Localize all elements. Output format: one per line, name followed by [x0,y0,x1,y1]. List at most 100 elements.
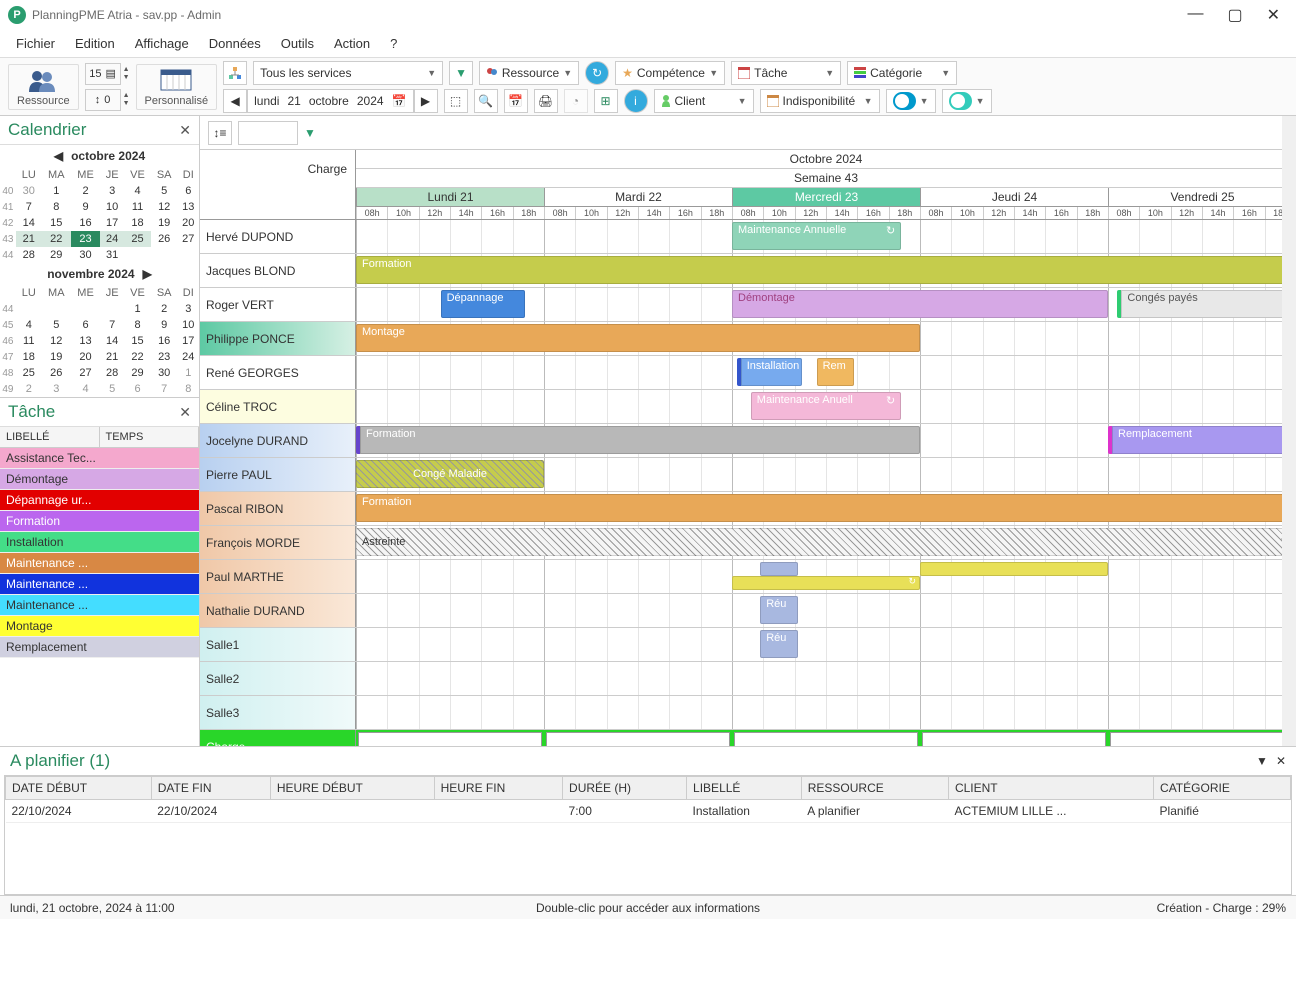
planifier-table[interactable]: DATE DÉBUTDATE FINHEURE DÉBUTHEURE FINDU… [5,776,1291,823]
task-item[interactable]: Installation [0,532,199,553]
task-bar[interactable]: Dépannage [441,290,526,318]
planifier-col[interactable]: DATE DÉBUT [6,777,152,800]
gantt-row[interactable]: Jacques BLONDFormation [200,254,1296,288]
task-item[interactable]: Dépannage ur... [0,490,199,511]
planifier-col[interactable]: HEURE DÉBUT [270,777,434,800]
indispo-dropdown[interactable]: Indisponibilité▼ [760,89,880,113]
gantt-row[interactable]: Salle1Réu [200,628,1296,662]
zoom-icon[interactable]: 🔍 [474,89,498,113]
gantt-search-input[interactable] [238,121,298,145]
task-bar[interactable]: Remplacement [1108,426,1296,454]
menu-données[interactable]: Données [209,36,261,51]
gantt-body[interactable]: Hervé DUPONDMaintenance Annuelle↻Jacques… [200,220,1296,746]
gantt-row[interactable]: Nathalie DURANDRéu [200,594,1296,628]
maximize-button[interactable]: ▢ [1227,5,1242,25]
calendar-november[interactable]: LUMAMEJEVESADI44123454567891046111213141… [0,285,199,397]
planifier-close-icon[interactable]: ✕ [1276,754,1286,768]
prev-day-button[interactable]: ◀ [223,89,247,113]
task-bar[interactable] [760,562,798,576]
ressource-dropdown[interactable]: Ressource▼ [479,61,579,85]
gantt-row[interactable]: Jocelyne DURANDFormationRemplacement [200,424,1296,458]
competence-dropdown[interactable]: ★Compétence▼ [615,61,725,85]
close-button[interactable]: ✕ [1267,5,1280,25]
gantt-scrollbar[interactable] [1282,116,1296,746]
task-bar[interactable]: Montage [356,324,920,352]
gantt-row[interactable]: Salle2 [200,662,1296,696]
gantt-row[interactable]: Salle3 [200,696,1296,730]
task-bar[interactable]: Astreinte↻ [356,528,1296,556]
toggle1-dropdown[interactable]: ▼ [886,89,936,113]
refresh-blue-icon[interactable]: ↻ [585,61,609,85]
cal-next[interactable]: ▶ [143,267,152,281]
menu-?[interactable]: ? [390,36,397,51]
menu-action[interactable]: Action [334,36,370,51]
planifier-col[interactable]: CLIENT [948,777,1153,800]
task-bar[interactable]: Maintenance Annuelle↻ [732,222,901,250]
spinner-down[interactable]: ▼ [123,74,130,82]
task-bar[interactable]: Maintenance Anuell↻ [751,392,901,420]
task-item[interactable]: Démontage [0,469,199,490]
calendar-close-icon[interactable]: ✕ [179,122,191,139]
hierarchy-icon[interactable] [223,61,247,85]
custom-view-tool[interactable]: Personnalisé [136,64,218,110]
planifier-col[interactable]: CATÉGORIE [1154,777,1291,800]
select-icon[interactable]: ⬚ [444,89,468,113]
task-item[interactable]: Maintenance ... [0,553,199,574]
task-bar[interactable]: Réu [760,596,798,624]
task-item[interactable]: Remplacement [0,637,199,658]
task-bar[interactable]: Réu [760,630,798,658]
task-bar[interactable]: Démontage [732,290,1108,318]
sort-icon[interactable]: ↕≡ [208,121,232,145]
gantt-row[interactable]: Philippe PONCEMontage [200,322,1296,356]
cal-prev[interactable]: ◀ [54,149,63,163]
gantt-row[interactable]: Paul MARTHE↻ [200,560,1296,594]
gantt-filter-icon[interactable]: ▼ [304,126,316,140]
today-icon[interactable]: 📅 [504,89,528,113]
spinner-up[interactable]: ▲ [123,66,130,74]
gantt-row[interactable]: Céline TROCMaintenance Anuell↻ [200,390,1296,424]
gantt-row[interactable]: Hervé DUPONDMaintenance Annuelle↻ [200,220,1296,254]
task-bar[interactable]: Congés payés [1117,290,1296,318]
gantt-row[interactable]: Pascal RIBONFormation [200,492,1296,526]
task-item[interactable]: Montage [0,616,199,637]
print-icon[interactable]: 🖨 [534,89,558,113]
planifier-col[interactable]: HEURE FIN [434,777,562,800]
categorie-dropdown[interactable]: Catégorie▼ [847,61,957,85]
calendar-picker-icon[interactable]: 📅 [392,94,407,108]
planifier-col[interactable]: DATE FIN [151,777,270,800]
menu-outils[interactable]: Outils [281,36,314,51]
menu-fichier[interactable]: Fichier [16,36,55,51]
spinner-offset[interactable]: ↕0 [85,89,121,111]
task-bar[interactable]: Formation [356,426,920,454]
task-close-icon[interactable]: ✕ [179,404,191,421]
task-item[interactable]: Maintenance ... [0,595,199,616]
task-bar[interactable] [920,562,1108,576]
planifier-dropdown-icon[interactable]: ▼ [1256,754,1268,768]
minimize-button[interactable]: — [1187,5,1203,25]
task-bar[interactable]: Formation [356,494,1296,522]
toggle2-dropdown[interactable]: ▼ [942,89,992,113]
menu-edition[interactable]: Edition [75,36,115,51]
task-item[interactable]: Formation [0,511,199,532]
planifier-col[interactable]: LIBELLÉ [687,777,802,800]
task-bar[interactable]: Formation [356,256,1296,284]
tache-dropdown[interactable]: Tâche▼ [731,61,841,85]
services-dropdown[interactable]: Tous les services▼ [253,61,443,85]
next-day-button[interactable]: ▶ [414,89,438,113]
task-col-temps[interactable]: TEMPS [100,427,200,447]
charge-row[interactable]: Charge............... [200,730,1296,746]
pie-icon[interactable]: ◔ [564,89,588,113]
planifier-col[interactable]: RESSOURCE [801,777,948,800]
date-field[interactable]: lundi 21 octobre 2024 📅 [247,89,413,113]
task-bar[interactable]: Congé Maladie [356,460,544,488]
resource-tool[interactable]: Ressource [8,64,79,110]
gantt-row[interactable]: Pierre PAULCongé Maladie [200,458,1296,492]
planifier-col[interactable]: DURÉE (H) [563,777,687,800]
task-bar[interactable]: Installation [737,358,803,386]
calendar-october[interactable]: LUMAMEJEVESADI40301234564178910111213421… [0,167,199,263]
client-dropdown[interactable]: Client▼ [654,89,754,113]
gantt-row[interactable]: François MORDEAstreinte↻ [200,526,1296,560]
gantt-row[interactable]: Roger VERTDépannageDémontageCongés payés [200,288,1296,322]
spinner-rows[interactable]: 15▤ [85,63,121,85]
excel-icon[interactable]: ⊞ [594,89,618,113]
